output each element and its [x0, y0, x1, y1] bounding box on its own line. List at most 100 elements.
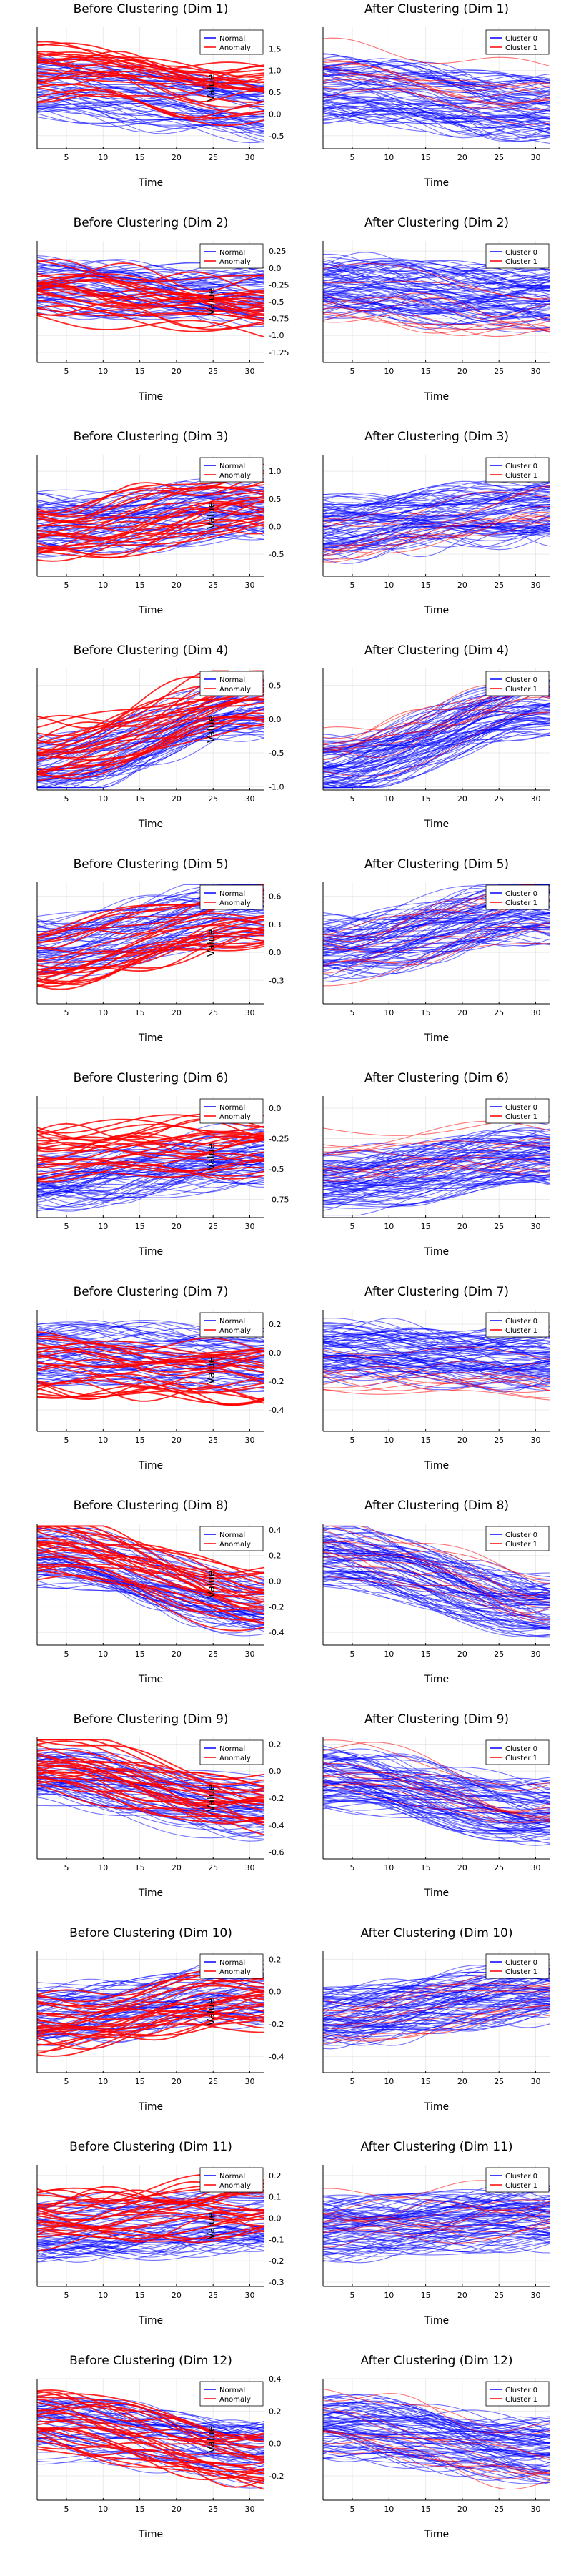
legend-label: Normal	[219, 2173, 245, 2181]
series-line-anomaly	[36, 1542, 265, 1594]
y-tick-label: 1.5	[269, 44, 282, 54]
series-line-anomaly	[36, 515, 265, 558]
series-line-cluster-0	[322, 1552, 551, 1607]
chart-title: After Clustering (Dim 6)	[364, 1071, 509, 1085]
x-tick-label: 5	[64, 1863, 69, 1872]
chart-before-dim-8: Before Clustering (Dim 8) 5 10 15 20 25 30 Time…	[36, 1499, 284, 1685]
series-line-cluster-0	[322, 2445, 551, 2467]
series-line-cluster-0	[322, 1984, 551, 2013]
series-line-cluster-1	[322, 2209, 551, 2236]
x-tick-label: 20	[457, 1863, 467, 1872]
series-line-normal	[36, 2004, 264, 2030]
series-line-anomaly	[36, 87, 265, 115]
series-line-normal	[36, 1322, 265, 1344]
x-tick-label: 5	[64, 2077, 69, 2086]
series-line-anomaly	[36, 716, 265, 771]
series-line-cluster-0	[322, 926, 551, 967]
x-tick-label: 20	[172, 1863, 182, 1872]
series-line-normal	[36, 107, 265, 142]
series-line-normal	[36, 61, 265, 89]
x-axis-label: Time	[138, 1887, 163, 1899]
series-line-cluster-0	[322, 927, 551, 965]
series-line-cluster-1	[323, 1566, 551, 1618]
series-line-cluster-0	[322, 2435, 551, 2476]
x-tick-label: 20	[457, 581, 467, 590]
series-line-anomaly	[36, 1338, 265, 1354]
series-line-cluster-0	[322, 2018, 551, 2046]
series-line-anomaly	[36, 50, 265, 82]
y-tick-label: -0.4	[269, 1628, 284, 1637]
series-line-cluster-0	[322, 103, 551, 136]
x-tick-label: 15	[135, 2505, 145, 2514]
y-axis-label: Value	[206, 288, 217, 315]
series-line-anomaly	[36, 2203, 265, 2221]
series-line-anomaly	[36, 2215, 265, 2243]
series-line-normal	[36, 1170, 265, 1198]
series-line-cluster-1	[322, 922, 551, 974]
y-tick-label: 0.6	[269, 892, 282, 902]
series-line-cluster-0	[322, 1586, 551, 1630]
series-line-normal	[36, 2225, 265, 2245]
series-line-anomaly	[36, 1767, 265, 1809]
series-line-anomaly	[36, 1353, 265, 1368]
series-line-cluster-0	[322, 480, 550, 511]
series-line-cluster-1	[322, 314, 551, 337]
legend-label: Cluster 0	[505, 676, 537, 684]
series-line-cluster-1	[322, 921, 551, 967]
series-line-cluster-0	[322, 2454, 551, 2481]
legend-label: Cluster 0	[505, 2173, 537, 2181]
series-line-anomaly	[36, 2018, 265, 2046]
series-line-normal	[36, 479, 265, 501]
series-line-cluster-1	[322, 1346, 551, 1361]
series-line-cluster-0	[322, 1122, 551, 1156]
series-line-cluster-0	[322, 2428, 551, 2457]
series-line-cluster-0	[322, 70, 551, 104]
series-line-cluster-0	[322, 2240, 551, 2263]
series-line-anomaly	[36, 500, 265, 538]
series-line-cluster-0	[322, 1764, 551, 1804]
series-line-anomaly	[36, 487, 265, 523]
series-line-cluster-1	[322, 1157, 551, 1182]
x-tick-label: 20	[172, 153, 182, 162]
series-line-cluster-1	[322, 262, 551, 300]
legend-label: Normal	[219, 249, 245, 257]
series-line-anomaly	[36, 1992, 265, 2025]
y-tick-label: 0.2	[269, 1320, 282, 1329]
series-line-anomaly	[36, 2011, 265, 2039]
chart-title: After Clustering (Dim 8)	[364, 1499, 509, 1513]
series-line-cluster-0	[322, 706, 551, 768]
series-line-normal	[36, 1567, 265, 1629]
series-line-anomaly	[36, 2211, 265, 2229]
x-tick-label: 15	[135, 1649, 145, 1659]
series-line-normal	[36, 1352, 265, 1374]
chart-title: After Clustering (Dim 4)	[364, 643, 509, 658]
series-line-cluster-1	[322, 61, 551, 92]
series-line-normal	[36, 95, 265, 129]
chart-title: After Clustering (Dim 2)	[364, 216, 509, 230]
y-tick-label: -0.5	[269, 297, 284, 307]
series-line-normal	[36, 1174, 265, 1205]
series-line-cluster-0	[322, 1354, 551, 1373]
series-line-normal	[36, 107, 265, 143]
series-line-cluster-0	[322, 276, 551, 291]
legend-label: Anomaly	[219, 1755, 251, 1762]
series-line-cluster-0	[322, 720, 551, 784]
series-line-cluster-0	[322, 289, 551, 306]
chart-after-dim-7: After Clustering (Dim 7) 5 10 15 20 25 30 Time C…	[322, 1285, 551, 1471]
series-line-cluster-0	[322, 2206, 550, 2226]
chart-title: Before Clustering (Dim 5)	[74, 857, 229, 872]
series-line-cluster-0	[322, 2429, 551, 2464]
x-tick-label: 25	[208, 1863, 218, 1872]
x-tick-label: 15	[421, 1436, 431, 1445]
series-line-anomaly	[36, 1530, 265, 1591]
series-line-normal	[36, 87, 265, 111]
series-line-anomaly	[36, 302, 265, 329]
series-line-cluster-0	[322, 884, 551, 925]
series-line-cluster-0	[323, 2214, 551, 2237]
series-line-cluster-0	[322, 1571, 551, 1627]
